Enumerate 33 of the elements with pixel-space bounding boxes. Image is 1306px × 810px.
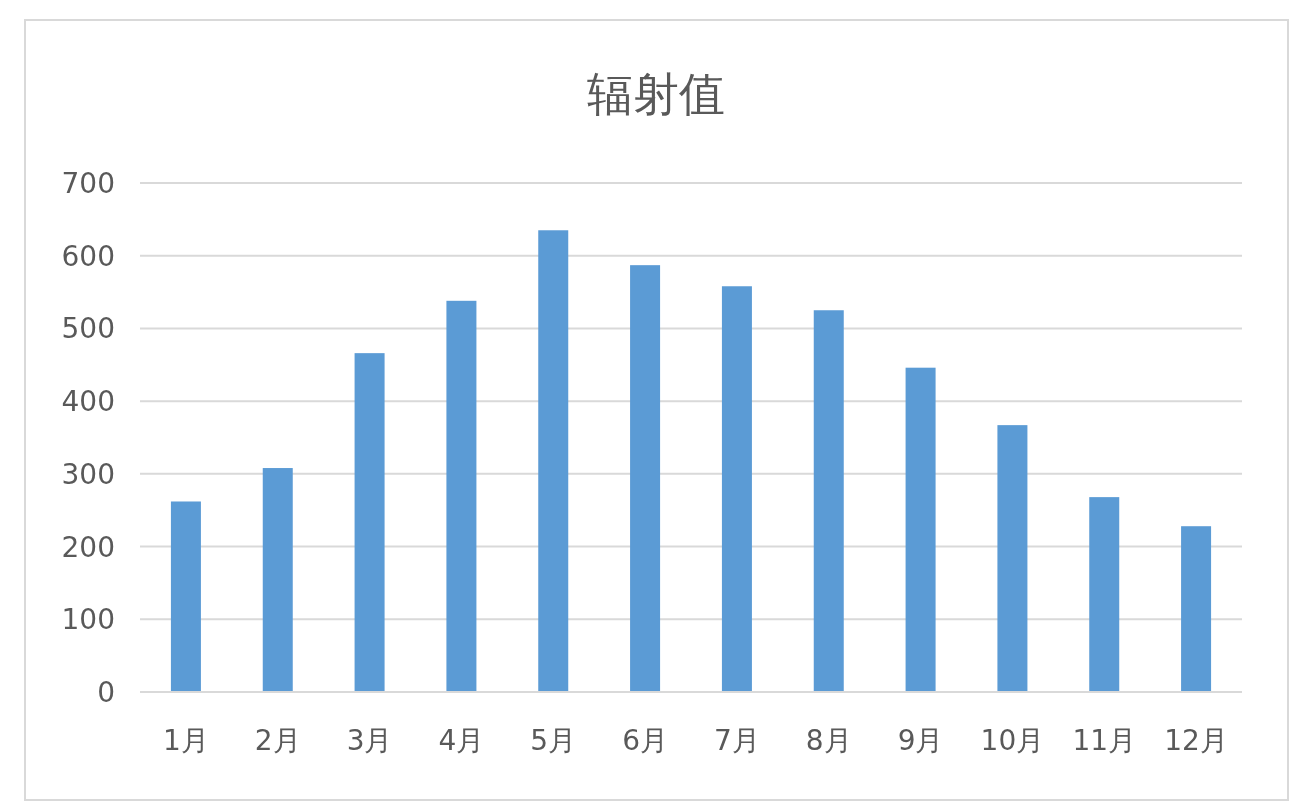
x-tick-label: 7月 [714, 724, 760, 757]
bar [721, 286, 752, 692]
x-tick-label: 4月 [438, 724, 485, 757]
bar [170, 501, 201, 692]
x-tick-label: 1月 [163, 724, 209, 757]
y-tick-label: 100 [61, 603, 115, 637]
y-tick-label: 700 [61, 167, 115, 200]
bar [446, 300, 477, 692]
x-tick-label: 9月 [897, 724, 944, 757]
x-tick-label: 6月 [622, 724, 668, 757]
x-tick-label: 12月 [1164, 724, 1228, 757]
y-tick-label: 400 [61, 385, 115, 419]
y-tick-label: 300 [61, 457, 115, 491]
y-tick-label: 600 [61, 239, 115, 273]
x-tick-label: 10月 [980, 724, 1045, 757]
x-tick-label: 2月 [254, 724, 301, 757]
bar [538, 230, 569, 692]
x-tick-label: 8月 [805, 724, 852, 757]
y-tick-label: 200 [61, 530, 115, 564]
x-tick-label: 11月 [1072, 724, 1137, 757]
x-tick-label: 5月 [530, 724, 577, 757]
y-tick-label: 0 [97, 676, 115, 709]
bar [630, 265, 661, 692]
bar [1181, 526, 1212, 692]
y-tick-label: 500 [61, 312, 115, 346]
bar [262, 468, 293, 692]
bar [1089, 497, 1120, 692]
bar [997, 425, 1028, 692]
x-tick-label: 3月 [346, 724, 393, 757]
bar [905, 367, 936, 692]
chart-title: 辐射值 [587, 67, 725, 121]
bar [813, 310, 844, 692]
bar [354, 353, 385, 692]
